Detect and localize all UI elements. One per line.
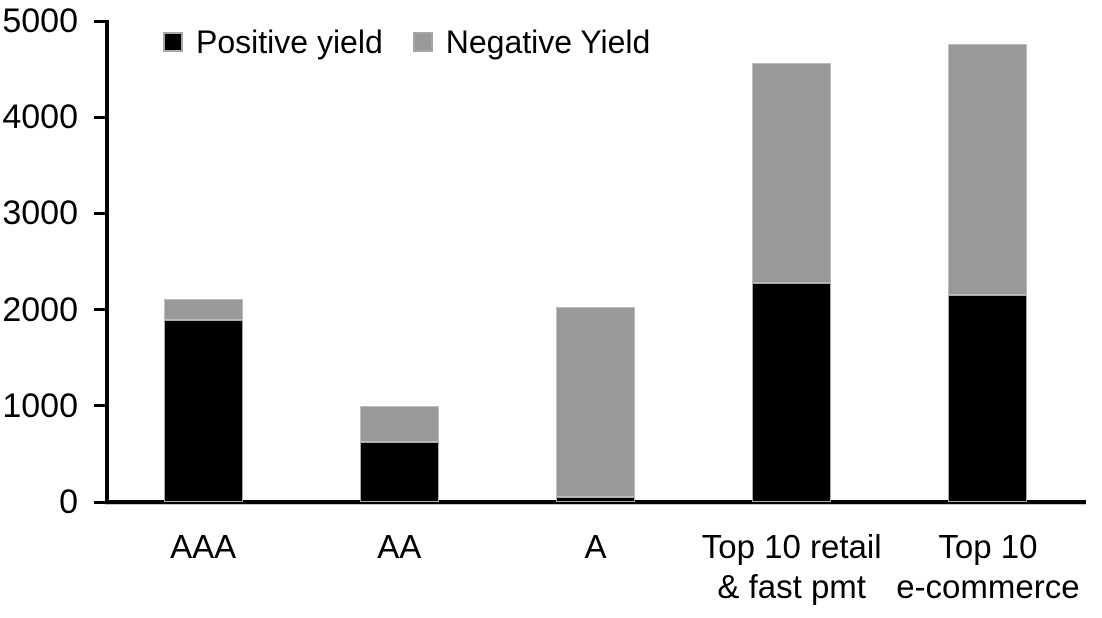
- negative-yield-swatch-icon: [412, 32, 433, 52]
- x-axis-category-label: AAA: [170, 528, 237, 565]
- legend-label-negative-yield: Negative Yield: [445, 24, 651, 60]
- bar-segment-positive: [556, 497, 635, 502]
- bar-segment-negative: [752, 63, 832, 283]
- y-axis-tick-label: 3000: [2, 194, 78, 233]
- y-axis-tick-label: 0: [59, 483, 78, 521]
- y-axis-tick-label: 5000: [2, 2, 78, 40]
- bar-segment-positive: [948, 295, 1028, 502]
- bar-segment-positive: [163, 320, 243, 502]
- chart-legend: Positive yield Negative Yield: [163, 24, 680, 60]
- y-axis-tick-label: 2000: [2, 290, 78, 329]
- bar-segment-positive: [752, 282, 832, 502]
- legend-label-positive-yield: Positive yield: [196, 24, 383, 60]
- bar-segment-negative: [163, 299, 243, 321]
- legend-item-negative-yield: Negative Yield: [412, 24, 651, 60]
- bar-segment-negative: [359, 405, 439, 443]
- y-axis-line: [105, 20, 109, 503]
- y-axis-tick-label: 4000: [2, 98, 78, 137]
- x-axis-category-label: Top 10 retail & fast pmt: [701, 528, 882, 605]
- x-axis-category-label: Top 10 e-commerce: [896, 528, 1080, 605]
- bar-segment-positive: [359, 442, 439, 502]
- positive-yield-swatch-icon: [163, 32, 183, 52]
- y-axis-tick-label: 1000: [2, 386, 78, 425]
- y-axis-tick: [94, 500, 107, 504]
- y-axis-tick: [94, 115, 107, 119]
- y-axis-tick: [94, 404, 107, 408]
- x-axis-category-label: AA: [377, 528, 422, 565]
- x-axis-category-label: A: [584, 528, 607, 565]
- legend-item-positive-yield: Positive yield: [163, 24, 383, 60]
- bar-segment-negative: [948, 44, 1028, 296]
- x-axis-line: [105, 500, 1086, 505]
- bar-segment-negative: [556, 306, 635, 498]
- y-axis-tick: [94, 211, 107, 215]
- y-axis-tick: [94, 19, 107, 23]
- y-axis-tick: [94, 308, 107, 312]
